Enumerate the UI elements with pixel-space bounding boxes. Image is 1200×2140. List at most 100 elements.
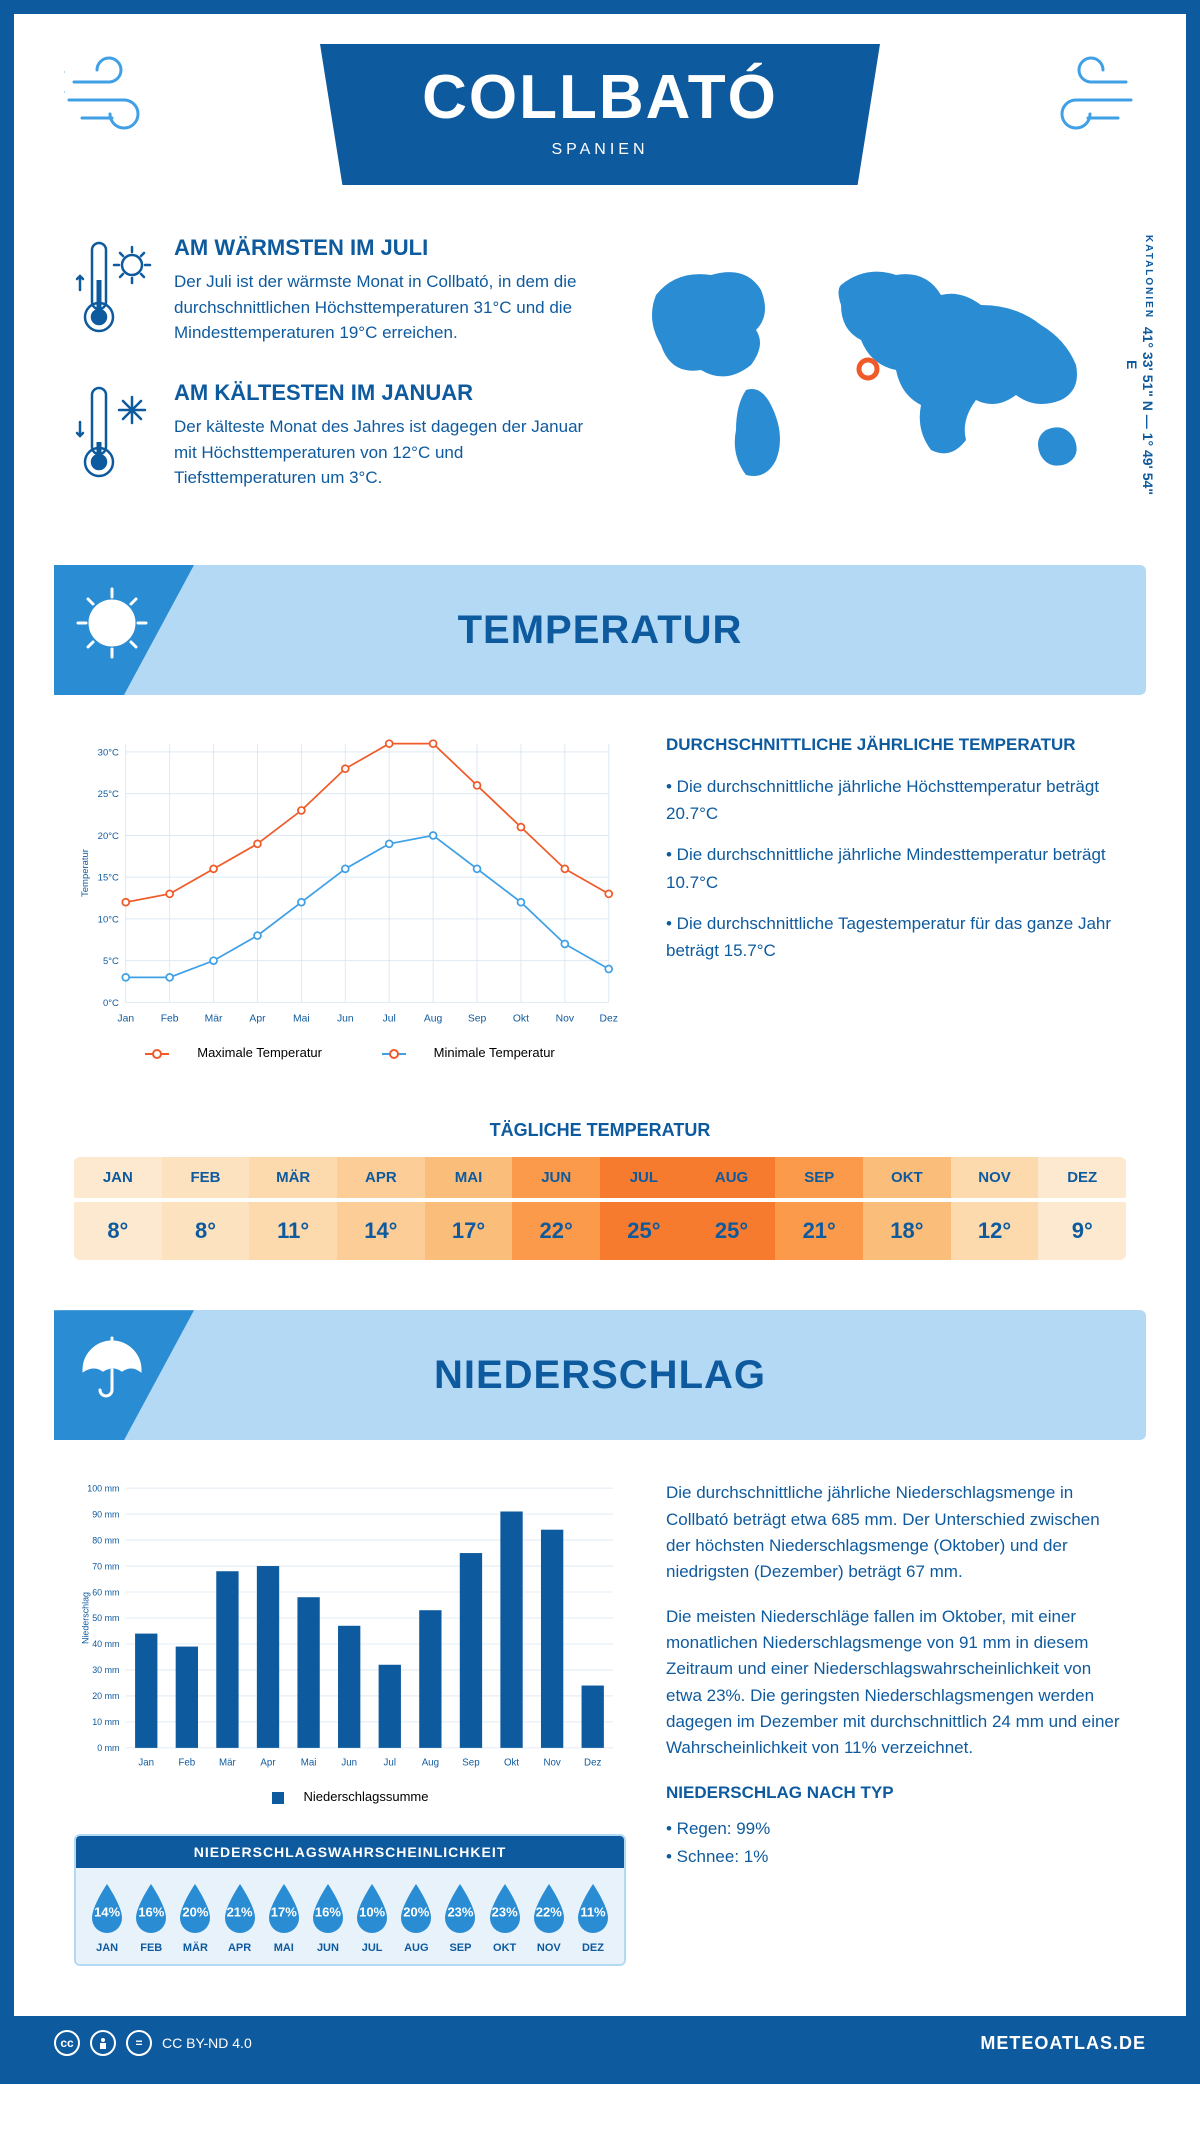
prob-cell: 23% SEP (439, 1882, 481, 1954)
prob-cell: 17% MAI (263, 1882, 305, 1954)
svg-text:25°C: 25°C (98, 789, 119, 800)
raindrop-icon: 23% (484, 1882, 526, 1934)
cc-icon: cc (54, 2030, 80, 2056)
site-name: METEOATLAS.DE (980, 2033, 1146, 2054)
map-marker-icon (856, 357, 880, 386)
raindrop-icon: 22% (528, 1882, 570, 1934)
daily-temp-table: JAN 8° FEB 8° MÄR 11° APR 14° MAI 17° JU… (74, 1157, 1126, 1260)
daily-temp-cell: JAN 8° (74, 1157, 162, 1260)
warm-fact: AM WÄRMSTEN IM JULI Der Juli ist der wär… (74, 235, 586, 350)
svg-text:Aug: Aug (422, 1758, 439, 1769)
precip-summary: Die durchschnittliche jährliche Niedersc… (666, 1480, 1126, 1966)
prob-cell: 14% JAN (86, 1882, 128, 1954)
svg-text:20°C: 20°C (98, 831, 119, 842)
title-banner: COLLBATÓ SPANIEN (320, 44, 880, 185)
raindrop-icon: 21% (219, 1882, 261, 1934)
sun-icon (72, 583, 152, 663)
precip-probability-box: NIEDERSCHLAGSWAHRSCHEINLICHKEIT 14% JAN … (74, 1834, 626, 1966)
svg-text:Jun: Jun (337, 1013, 354, 1024)
prob-cell: 20% AUG (395, 1882, 437, 1954)
header: COLLBATÓ SPANIEN (14, 14, 1186, 235)
svg-text:5°C: 5°C (103, 956, 119, 967)
svg-text:100 mm: 100 mm (87, 1484, 119, 1494)
daily-temp-cell: OKT 18° (863, 1157, 951, 1260)
country-subtitle: SPANIEN (320, 141, 880, 159)
daily-temp-cell: JUL 25° (600, 1157, 688, 1260)
svg-text:Apr: Apr (260, 1758, 276, 1769)
daily-temp-cell: FEB 8° (162, 1157, 250, 1260)
svg-text:50 mm: 50 mm (92, 1613, 119, 1623)
thermometer-snow-icon (74, 380, 154, 495)
precip-heading: NIEDERSCHLAG (434, 1353, 766, 1398)
svg-text:Jun: Jun (341, 1758, 357, 1769)
prob-cell: 22% NOV (528, 1882, 570, 1954)
prob-box-title: NIEDERSCHLAGSWAHRSCHEINLICHKEIT (76, 1836, 624, 1868)
svg-text:10 mm: 10 mm (92, 1717, 119, 1727)
cold-fact-title: AM KÄLTESTEN IM JANUAR (174, 380, 586, 406)
thermometer-sun-icon (74, 235, 154, 350)
svg-text:Mai: Mai (301, 1758, 317, 1769)
raindrop-icon: 20% (395, 1882, 437, 1934)
svg-text:Okt: Okt (513, 1013, 529, 1024)
temperature-line-chart: 0°C 5°C 10°C 15°C 20°C 25°C 30°C Jan Feb Mär Apr Ma… (74, 735, 626, 1060)
svg-text:Feb: Feb (161, 1013, 179, 1024)
daily-temp-cell: APR 14° (337, 1157, 425, 1260)
svg-text:Mai: Mai (293, 1013, 310, 1024)
warm-fact-text: Der Juli ist der wärmste Monat in Collba… (174, 269, 586, 346)
daily-temp-cell: MAI 17° (425, 1157, 513, 1260)
daily-temp-cell: NOV 12° (951, 1157, 1039, 1260)
temperature-heading: TEMPERATUR (458, 608, 743, 653)
svg-text:Mär: Mär (205, 1013, 223, 1024)
raindrop-icon: 11% (572, 1882, 614, 1934)
svg-text:15°C: 15°C (98, 873, 119, 884)
prob-cell: 11% DEZ (572, 1882, 614, 1954)
svg-text:Sep: Sep (468, 1013, 487, 1024)
svg-text:Jul: Jul (384, 1758, 396, 1769)
wind-icon (64, 52, 174, 147)
daily-temp-heading: TÄGLICHE TEMPERATUR (14, 1120, 1186, 1141)
daily-temp-cell: SEP 21° (775, 1157, 863, 1260)
svg-text:Niederschlag: Niederschlag (81, 1592, 91, 1644)
world-map: KATALONIEN 41° 33' 51" N — 1° 49' 54" E (626, 235, 1126, 525)
svg-text:Jan: Jan (138, 1758, 154, 1769)
precip-section-banner: NIEDERSCHLAG (54, 1310, 1146, 1440)
svg-text:90 mm: 90 mm (92, 1510, 119, 1520)
raindrop-icon: 16% (130, 1882, 172, 1934)
prob-cell: 20% MÄR (174, 1882, 216, 1954)
svg-text:20 mm: 20 mm (92, 1691, 119, 1701)
prob-cell: 16% JUN (307, 1882, 349, 1954)
svg-text:Apr: Apr (249, 1013, 266, 1024)
cold-fact-text: Der kälteste Monat des Jahres ist dagege… (174, 414, 586, 491)
raindrop-icon: 10% (351, 1882, 393, 1934)
svg-text:0°C: 0°C (103, 998, 119, 1009)
license-text: CC BY-ND 4.0 (162, 2035, 252, 2051)
svg-text:Nov: Nov (543, 1758, 560, 1769)
svg-text:Feb: Feb (178, 1758, 195, 1769)
raindrop-icon: 16% (307, 1882, 349, 1934)
cold-fact: AM KÄLTESTEN IM JANUAR Der kälteste Mona… (74, 380, 586, 495)
svg-text:Aug: Aug (424, 1013, 443, 1024)
nd-icon: = (126, 2030, 152, 2056)
precip-chart-legend: Niederschlagssumme (74, 1789, 626, 1804)
svg-text:70 mm: 70 mm (92, 1562, 119, 1572)
prob-cell: 16% FEB (130, 1882, 172, 1954)
daily-temp-cell: JUN 22° (512, 1157, 600, 1260)
daily-temp-cell: MÄR 11° (249, 1157, 337, 1260)
svg-text:Jan: Jan (117, 1013, 134, 1024)
info-row: AM WÄRMSTEN IM JULI Der Juli ist der wär… (14, 235, 1186, 565)
precip-bar-chart: 0 mm10 mm20 mm30 mm40 mm50 mm60 mm70 mm8… (74, 1480, 626, 1966)
temperature-summary: DURCHSCHNITTLICHE JÄHRLICHE TEMPERATUR •… (666, 735, 1126, 1060)
raindrop-icon: 20% (174, 1882, 216, 1934)
wind-icon (1026, 52, 1136, 147)
raindrop-icon: 17% (263, 1882, 305, 1934)
prob-cell: 23% OKT (484, 1882, 526, 1954)
svg-text:10°C: 10°C (98, 914, 119, 925)
warm-fact-title: AM WÄRMSTEN IM JULI (174, 235, 586, 261)
by-icon (90, 2030, 116, 2056)
raindrop-icon: 23% (439, 1882, 481, 1934)
svg-text:Temperatur: Temperatur (80, 849, 91, 897)
svg-text:Okt: Okt (504, 1758, 519, 1769)
city-title: COLLBATÓ (320, 62, 880, 133)
svg-text:30 mm: 30 mm (92, 1665, 119, 1675)
svg-text:30°C: 30°C (98, 747, 119, 758)
